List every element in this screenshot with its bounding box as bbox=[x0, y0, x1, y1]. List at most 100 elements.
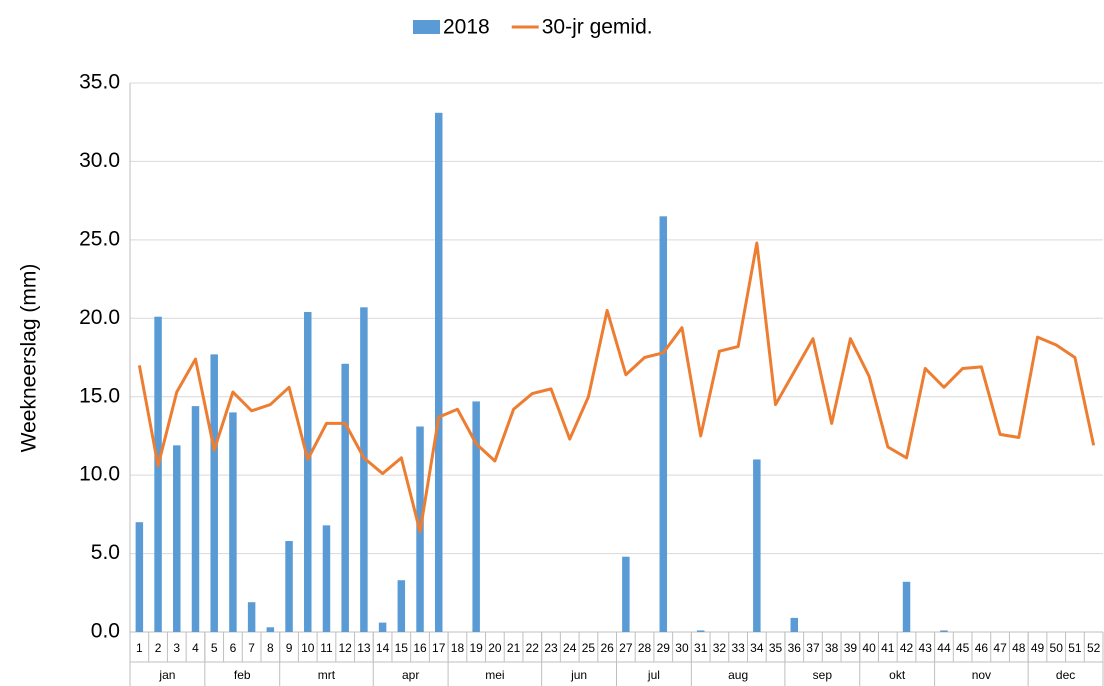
month-label: aug bbox=[728, 668, 748, 682]
x-tick-label: 48 bbox=[1012, 641, 1026, 655]
y-tick-label: 35.0 bbox=[79, 71, 120, 94]
bar bbox=[696, 630, 705, 632]
bar bbox=[940, 630, 948, 632]
x-tick-label: 38 bbox=[825, 641, 839, 655]
x-tick-label: 18 bbox=[451, 641, 465, 655]
x-tick-label: 24 bbox=[563, 641, 577, 655]
bar bbox=[472, 401, 480, 632]
bar bbox=[902, 581, 911, 632]
x-tick-label: 17 bbox=[432, 641, 446, 655]
x-tick-label: 2 bbox=[155, 641, 162, 655]
x-tick-label: 33 bbox=[731, 641, 745, 655]
x-tick-label: 25 bbox=[582, 641, 596, 655]
month-label: okt bbox=[889, 668, 906, 682]
month-label: jul bbox=[647, 668, 660, 682]
x-tick-label: 40 bbox=[862, 641, 876, 655]
x-tick-label: 14 bbox=[376, 641, 390, 655]
y-tick-label: 20.0 bbox=[79, 306, 120, 329]
x-tick-label: 51 bbox=[1068, 641, 1082, 655]
bar bbox=[378, 622, 387, 632]
bar bbox=[173, 445, 181, 632]
x-tick-label: 23 bbox=[544, 641, 558, 655]
x-tick-label: 1 bbox=[136, 641, 143, 655]
y-tick-label: 25.0 bbox=[79, 227, 120, 250]
x-tick-label: 32 bbox=[713, 641, 727, 655]
x-tick-label: 50 bbox=[1050, 641, 1064, 655]
x-tick-label: 27 bbox=[619, 641, 633, 655]
month-label: jun bbox=[570, 668, 587, 682]
x-tick-label: 26 bbox=[600, 641, 614, 655]
x-tick-label: 6 bbox=[230, 641, 237, 655]
y-tick-label: 10.0 bbox=[79, 463, 120, 486]
bar bbox=[397, 580, 406, 632]
x-tick-label: 10 bbox=[301, 641, 315, 655]
x-tick-label: 11 bbox=[320, 641, 333, 655]
bar bbox=[247, 602, 256, 632]
bar bbox=[266, 627, 275, 632]
bar bbox=[360, 307, 368, 632]
bar bbox=[135, 522, 144, 632]
month-label: sep bbox=[813, 668, 833, 682]
bar bbox=[285, 541, 293, 632]
x-tick-label: 47 bbox=[993, 641, 1007, 655]
x-tick-label: 7 bbox=[248, 641, 255, 655]
x-tick-label: 22 bbox=[526, 641, 540, 655]
x-tick-label: 42 bbox=[900, 641, 914, 655]
y-tick-label: 0.0 bbox=[91, 620, 120, 643]
x-tick-label: 31 bbox=[694, 641, 708, 655]
x-tick-label: 45 bbox=[956, 641, 970, 655]
x-tick-label: 9 bbox=[286, 641, 293, 655]
month-label: nov bbox=[972, 668, 991, 682]
bar bbox=[322, 525, 331, 632]
x-tick-label: 16 bbox=[413, 641, 427, 655]
y-tick-label: 30.0 bbox=[79, 149, 120, 172]
bar bbox=[210, 354, 218, 632]
bar bbox=[229, 412, 237, 632]
bar bbox=[154, 316, 162, 632]
x-tick-label: 43 bbox=[919, 641, 933, 655]
x-tick-label: 28 bbox=[638, 641, 652, 655]
x-tick-label: 13 bbox=[357, 641, 371, 655]
x-tick-label: 41 bbox=[881, 641, 895, 655]
y-tick-label: 5.0 bbox=[91, 541, 120, 564]
x-tick-label: 12 bbox=[339, 641, 353, 655]
x-tick-label: 8 bbox=[267, 641, 274, 655]
legend-label: 2018 bbox=[443, 16, 490, 39]
month-label: jan bbox=[158, 668, 175, 682]
x-tick-label: 46 bbox=[975, 641, 989, 655]
x-tick-label: 30 bbox=[675, 641, 689, 655]
x-tick-label: 5 bbox=[211, 641, 218, 655]
x-tick-label: 19 bbox=[469, 641, 483, 655]
bar bbox=[304, 312, 312, 632]
y-axis-label: Weekneerslag (mm) bbox=[18, 264, 41, 453]
x-tick-label: 52 bbox=[1087, 641, 1101, 655]
x-tick-label: 37 bbox=[806, 641, 820, 655]
y-tick-label: 15.0 bbox=[79, 384, 120, 407]
bar bbox=[434, 112, 443, 632]
x-tick-label: 29 bbox=[657, 641, 671, 655]
x-tick-label: 39 bbox=[844, 641, 858, 655]
month-label: apr bbox=[402, 668, 419, 682]
x-tick-label: 34 bbox=[750, 641, 764, 655]
month-label: feb bbox=[234, 668, 251, 682]
x-tick-label: 3 bbox=[173, 641, 180, 655]
bar bbox=[622, 556, 630, 632]
x-tick-label: 21 bbox=[507, 641, 521, 655]
legend-label: 30-jr gemid. bbox=[542, 16, 653, 39]
x-tick-label: 20 bbox=[488, 641, 502, 655]
bar bbox=[191, 406, 200, 632]
x-tick-label: 49 bbox=[1031, 641, 1045, 655]
bar bbox=[341, 363, 349, 632]
month-label: dec bbox=[1056, 668, 1075, 682]
x-tick-label: 35 bbox=[769, 641, 783, 655]
bar bbox=[659, 216, 668, 633]
line bbox=[137, 241, 1096, 534]
bar bbox=[790, 617, 799, 632]
x-tick-label: 4 bbox=[192, 641, 199, 655]
x-tick-label: 15 bbox=[395, 641, 409, 655]
x-tick-label: 44 bbox=[937, 641, 951, 655]
month-label: mrt bbox=[318, 668, 336, 682]
x-tick-label: 36 bbox=[788, 641, 802, 655]
bar bbox=[753, 459, 761, 632]
